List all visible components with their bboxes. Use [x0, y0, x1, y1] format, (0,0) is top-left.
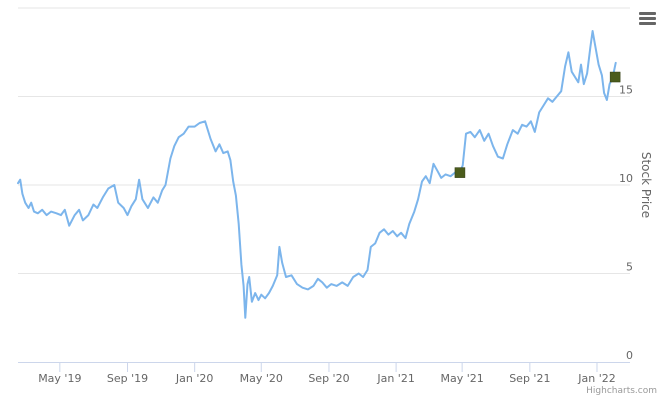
- event-marker[interactable]: [609, 71, 621, 83]
- x-tick-label: Sep '19: [107, 372, 148, 385]
- x-tick-label: May '20: [240, 372, 283, 385]
- x-tick-label: Jan '21: [376, 372, 414, 385]
- event-marker[interactable]: [454, 167, 466, 178]
- hamburger-menu-icon[interactable]: [639, 12, 656, 25]
- series-line: [17, 30, 617, 319]
- series-layer: [17, 30, 617, 319]
- y-tick-label: 10: [619, 172, 633, 185]
- y-tick-label: 5: [626, 261, 633, 274]
- x-tick-label: May '21: [441, 372, 484, 385]
- marker-layer: [454, 71, 621, 178]
- y-axis-title: Stock Price: [639, 152, 653, 218]
- credits-link[interactable]: Highcharts.com: [586, 386, 657, 396]
- x-axis: May '19 Sep '19 Jan '20 May '20 Sep '20 Jan '…: [18, 362, 630, 385]
- x-tick-label: Sep '21: [509, 372, 550, 385]
- y-axis-ticks: 0 5 10 15: [619, 84, 633, 363]
- x-tick-label: May '19: [38, 372, 81, 385]
- x-tick-label: Sep '20: [308, 372, 349, 385]
- x-tick-label: Jan '20: [175, 372, 213, 385]
- x-tick-label: Jan '22: [577, 372, 615, 385]
- y-tick-label: 15: [619, 84, 633, 97]
- y-tick-label: 0: [626, 349, 633, 362]
- grid-lines: [18, 7, 630, 274]
